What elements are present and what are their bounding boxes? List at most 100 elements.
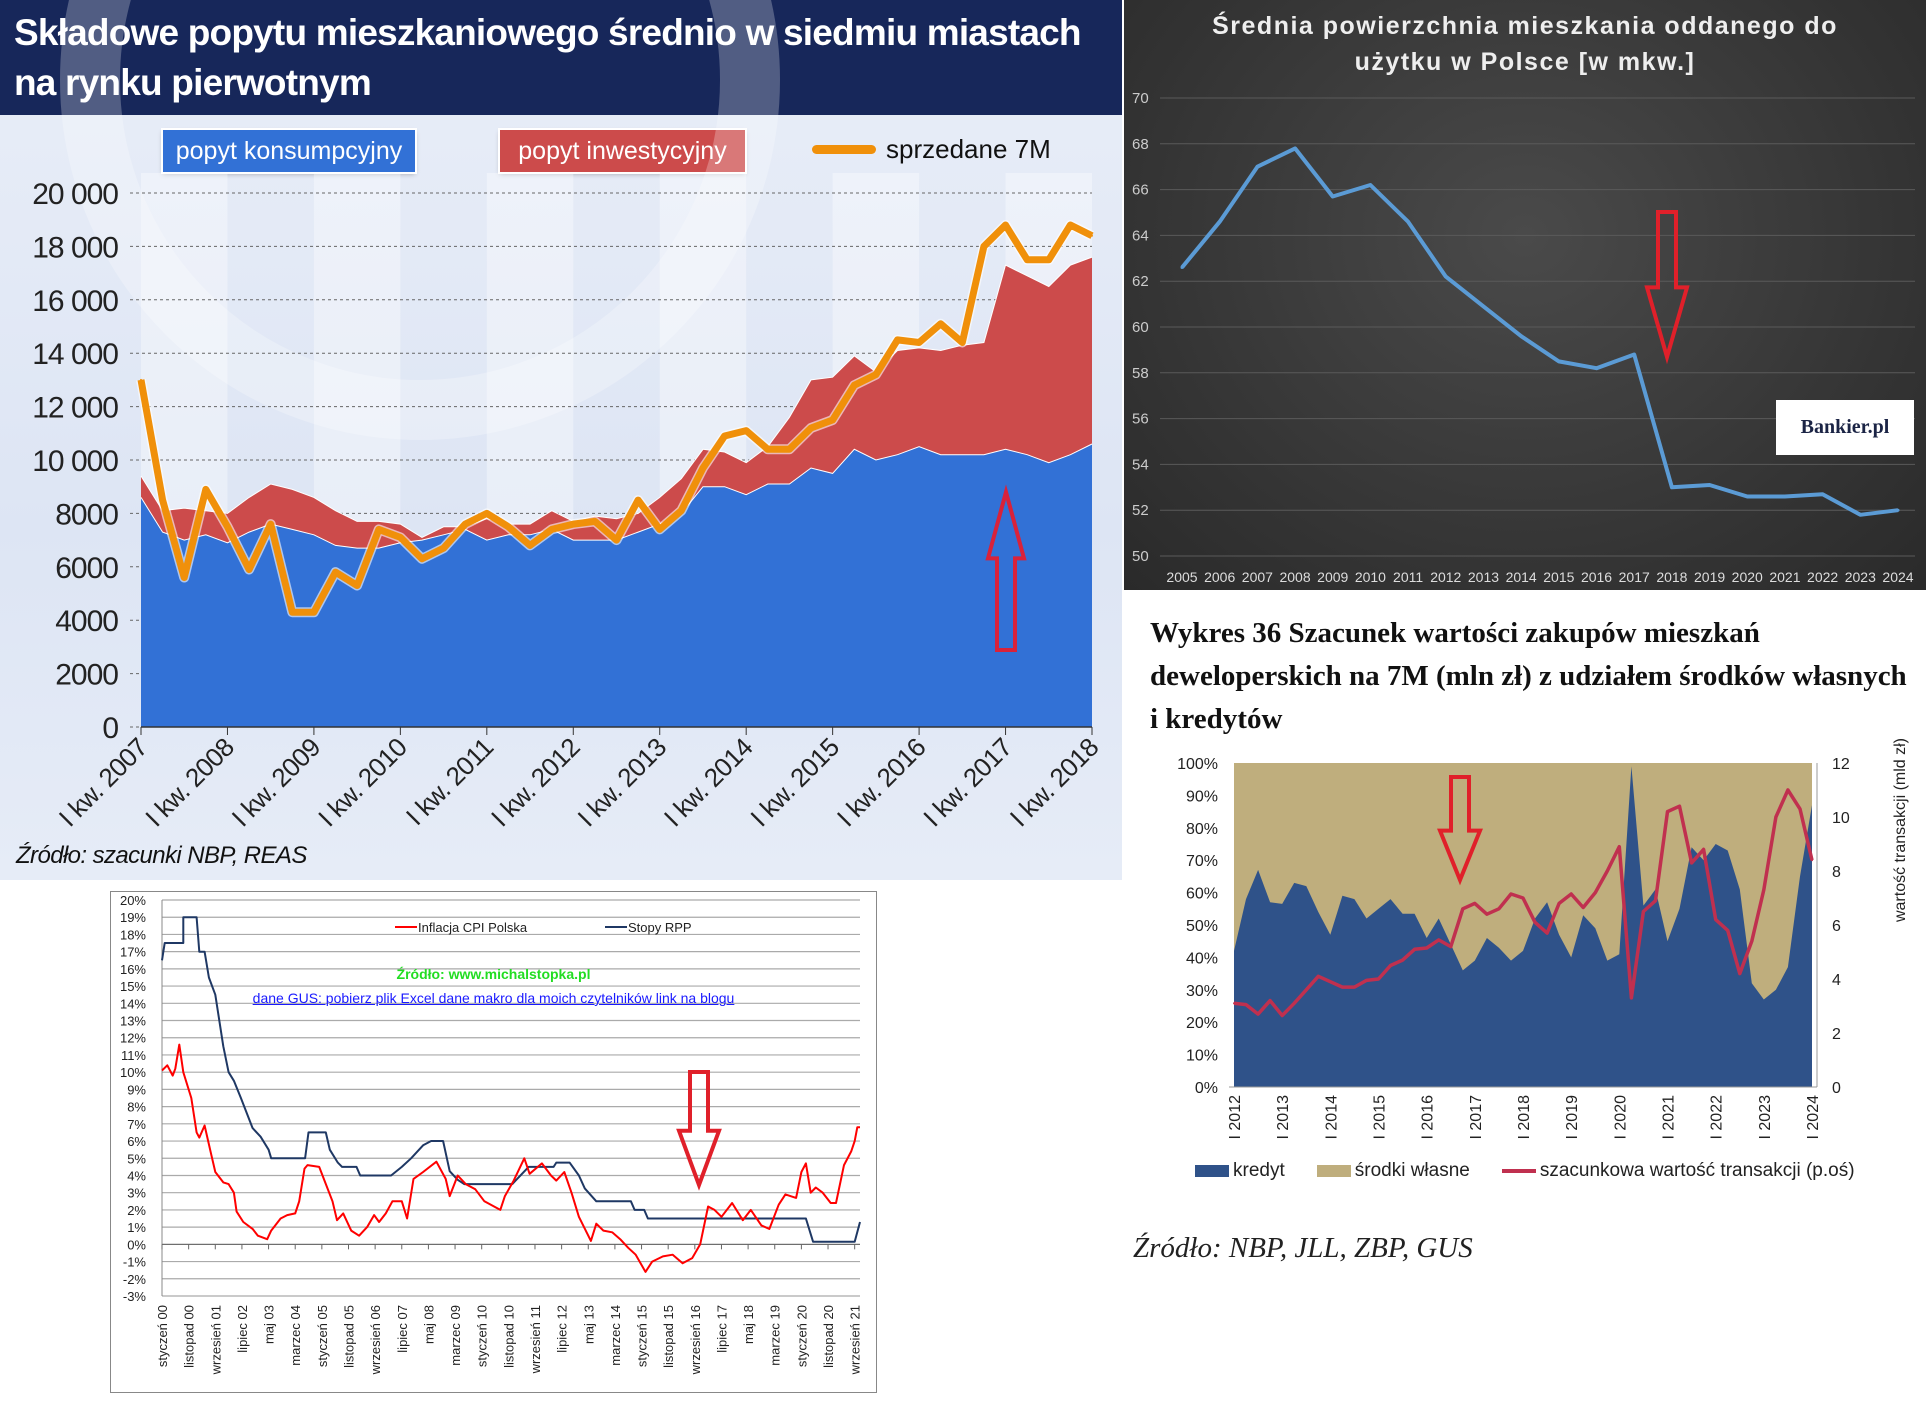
data-point bbox=[1534, 921, 1537, 924]
x-tick-label: I kw. 2017 bbox=[917, 732, 1017, 832]
x-tick-label: styczeń 20 bbox=[794, 1305, 809, 1367]
data-point bbox=[1708, 483, 1712, 487]
data-point-sold bbox=[637, 499, 640, 502]
data-point bbox=[1546, 932, 1549, 935]
y-tick-label: 0% bbox=[127, 1237, 146, 1252]
x-tick-label: maj 08 bbox=[421, 1305, 436, 1344]
data-point-sold bbox=[464, 523, 467, 526]
data-point-sold bbox=[1004, 224, 1007, 227]
data-point bbox=[1255, 165, 1259, 169]
y-tick-label: -3% bbox=[123, 1289, 147, 1304]
data-point bbox=[1180, 265, 1184, 269]
y-tick-label: 64 bbox=[1132, 227, 1149, 244]
y-tick-label: 8000 bbox=[55, 498, 118, 531]
x-tick-label: I 2022 bbox=[1709, 1095, 1726, 1140]
data-point bbox=[1365, 979, 1368, 982]
y2-tick-label: 2 bbox=[1832, 1026, 1841, 1043]
data-point bbox=[1368, 183, 1372, 187]
data-point bbox=[1497, 907, 1500, 910]
legend-swatch bbox=[1501, 1168, 1536, 1173]
x-tick-label: 2019 bbox=[1694, 569, 1725, 585]
data-point bbox=[1786, 789, 1789, 791]
data-point-sold bbox=[1069, 224, 1072, 227]
data-point bbox=[1762, 888, 1765, 891]
data-point bbox=[1670, 485, 1674, 489]
area-credit bbox=[1234, 766, 1812, 1087]
data-point-sold bbox=[312, 611, 315, 614]
y-tick-label: 20% bbox=[120, 893, 146, 908]
data-point-sold bbox=[140, 378, 142, 381]
x-tick-label: I kw. 2008 bbox=[139, 732, 239, 832]
x-tick-label: 2018 bbox=[1656, 569, 1687, 585]
x-tick-label: styczeń 00 bbox=[155, 1305, 170, 1367]
x-tick-label: wrzesień 06 bbox=[368, 1305, 383, 1375]
data-point-sold bbox=[1047, 258, 1050, 261]
data-point bbox=[1654, 899, 1657, 902]
data-point-sold bbox=[766, 448, 769, 451]
data-point bbox=[1632, 352, 1636, 356]
area-edge bbox=[140, 256, 1093, 538]
x-tick-label: 2020 bbox=[1732, 569, 1763, 585]
data-point-sold bbox=[593, 520, 596, 523]
area-consumer-demand bbox=[141, 444, 1092, 727]
x-tick-label: I kw. 2012 bbox=[485, 732, 585, 832]
data-point-sold bbox=[183, 576, 186, 579]
data-point bbox=[1858, 513, 1862, 517]
data-point bbox=[1305, 988, 1308, 991]
data-point bbox=[1461, 907, 1464, 910]
arrow-down-icon bbox=[1644, 210, 1690, 365]
data-point-sold bbox=[810, 426, 813, 429]
y-tick-label: 66 bbox=[1132, 182, 1149, 199]
x-tick-label: wrzesień 11 bbox=[528, 1305, 543, 1374]
y-tick-label: 15% bbox=[120, 979, 146, 994]
y2-tick-label: 4 bbox=[1832, 972, 1841, 989]
x-tick-label: I 2015 bbox=[1372, 1095, 1389, 1140]
y-tick-label: 7% bbox=[127, 1117, 146, 1132]
data-point bbox=[1666, 810, 1669, 813]
data-point-sold bbox=[723, 434, 726, 437]
data-link[interactable]: dane GUS: pobierz plik Excel dane makro … bbox=[252, 990, 735, 1006]
x-tick-label: lipiec 07 bbox=[395, 1305, 410, 1353]
data-point bbox=[1702, 848, 1705, 851]
data-point-sold bbox=[399, 536, 402, 539]
x-tick-label: I kw. 2015 bbox=[744, 732, 844, 832]
y-tick-label: 80% bbox=[1186, 821, 1218, 838]
line-rpp-rates bbox=[161, 916, 861, 1243]
data-point bbox=[1444, 275, 1448, 279]
chart-title: Składowe popytu mieszkaniowego średnio w… bbox=[14, 12, 1082, 103]
data-point bbox=[1558, 902, 1561, 905]
data-point bbox=[1896, 508, 1900, 512]
y-tick-label: 18% bbox=[120, 927, 146, 942]
x-tick-label: I kw. 2013 bbox=[572, 732, 672, 832]
data-point bbox=[1377, 978, 1380, 980]
x-tick-label: 2013 bbox=[1468, 569, 1499, 585]
x-tick-label: 2007 bbox=[1242, 569, 1273, 585]
legend-item-rpp: Stopy RPP bbox=[628, 920, 692, 935]
y-tick-label: 68 bbox=[1132, 136, 1149, 153]
y-tick-label: 20 000 bbox=[32, 178, 118, 211]
data-point bbox=[1331, 194, 1335, 198]
data-point-sold bbox=[485, 512, 488, 515]
data-point-sold bbox=[961, 341, 964, 344]
data-point bbox=[1774, 816, 1777, 818]
data-point bbox=[1690, 861, 1693, 864]
y-tick-label: 10% bbox=[120, 1065, 146, 1080]
data-point-sold bbox=[788, 448, 791, 451]
x-tick-label: marzec 09 bbox=[448, 1305, 463, 1366]
y2-axis-title: wartość transakcji (mld zł) bbox=[1892, 738, 1909, 923]
chart-title-line: użytku w Polsce [w mkw.] bbox=[1354, 48, 1696, 76]
arrow-up-icon bbox=[985, 484, 1027, 652]
data-point bbox=[1269, 999, 1272, 1002]
y-tick-label: -1% bbox=[123, 1255, 147, 1270]
data-point-sold bbox=[853, 384, 856, 387]
y-tick-label: 12% bbox=[120, 1031, 146, 1046]
data-point-sold bbox=[939, 322, 942, 325]
data-point bbox=[1745, 494, 1749, 498]
chart-source: Źródło: www.michalstopka.pl bbox=[396, 966, 591, 982]
x-tick-label: lipiec 02 bbox=[235, 1305, 250, 1353]
data-point bbox=[1678, 805, 1681, 808]
legend-item-investment-demand: popyt inwestycyjny bbox=[500, 130, 745, 172]
data-point-sold bbox=[204, 488, 207, 491]
x-tick-label: 2006 bbox=[1204, 569, 1235, 585]
